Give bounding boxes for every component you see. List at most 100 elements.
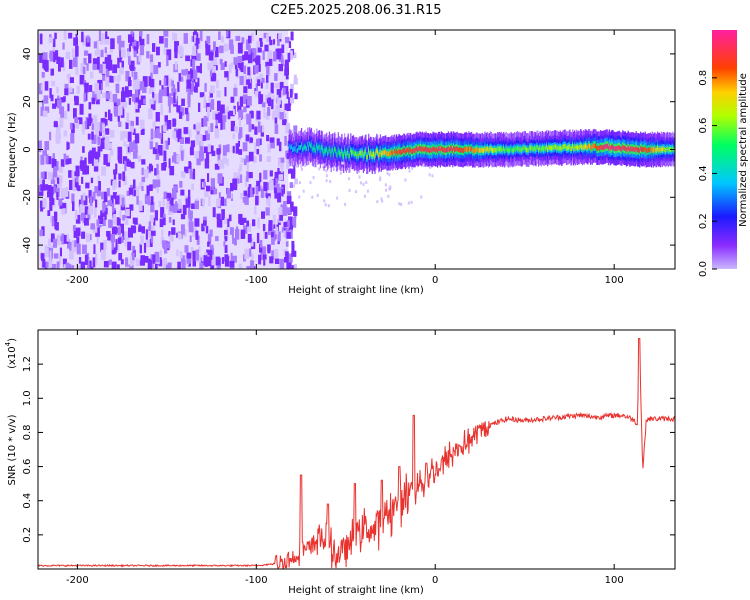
noise-cell xyxy=(106,188,110,197)
noise-cell xyxy=(58,256,62,265)
noise-cell xyxy=(171,80,174,87)
noise-cell xyxy=(125,122,129,129)
noise-cell xyxy=(288,97,292,106)
noise-cell xyxy=(157,145,163,156)
noise-cell xyxy=(177,128,182,139)
ridge-cell xyxy=(338,150,340,156)
ridge-cell xyxy=(553,145,555,150)
noise-cell xyxy=(224,87,227,97)
ridge-cell xyxy=(324,148,326,154)
noise-cell xyxy=(188,207,191,218)
noise-cell xyxy=(176,105,181,113)
noise-cell xyxy=(43,95,49,104)
noise-cell xyxy=(363,194,366,198)
y-multiplier: (x104) xyxy=(4,338,18,369)
noise-cell xyxy=(230,120,235,132)
ridge-cell xyxy=(421,146,423,151)
noise-cell xyxy=(92,115,98,124)
noise-cell xyxy=(181,224,185,235)
noise-cell xyxy=(293,125,298,135)
noise-cell xyxy=(318,167,321,171)
noise-cell xyxy=(154,263,158,269)
noise-cell xyxy=(92,91,97,102)
ridge-cell xyxy=(395,148,398,154)
noise-cell xyxy=(142,83,147,93)
noise-cell xyxy=(209,229,213,237)
noise-cell xyxy=(207,143,211,153)
ridge-cell xyxy=(341,148,343,154)
noise-cell xyxy=(80,195,84,207)
noise-cell xyxy=(230,96,235,103)
noise-cell xyxy=(422,163,425,167)
noise-cell xyxy=(174,61,178,70)
noise-cell xyxy=(46,260,52,269)
noise-cell xyxy=(83,57,87,65)
noise-cell xyxy=(108,219,113,228)
noise-cell xyxy=(259,239,263,248)
ridge-cell xyxy=(433,147,435,152)
noise-cell xyxy=(293,184,296,188)
noise-cell xyxy=(118,253,123,261)
ridge-cell xyxy=(672,146,674,151)
ridge-cell xyxy=(366,154,368,160)
noise-cell xyxy=(90,71,94,79)
noise-cell xyxy=(114,227,119,234)
noise-cell xyxy=(104,39,110,45)
ridge-cell xyxy=(430,148,432,153)
noise-cell xyxy=(164,37,168,48)
noise-cell xyxy=(91,147,96,159)
noise-cell xyxy=(224,256,230,267)
ridge-cell xyxy=(382,150,384,156)
ridge-cell xyxy=(441,146,443,152)
ridge-cell xyxy=(377,149,379,155)
noise-cell xyxy=(130,162,135,169)
noise-cell xyxy=(224,71,229,78)
noise-cell xyxy=(146,34,150,45)
noise-cell xyxy=(204,83,207,92)
noise-cell xyxy=(38,83,43,95)
noise-cell xyxy=(127,131,132,142)
noise-cell xyxy=(214,128,220,139)
noise-cell xyxy=(354,190,357,194)
ridge-cell xyxy=(641,147,643,152)
ridge-cell xyxy=(617,145,619,151)
noise-cell xyxy=(128,56,131,65)
noise-cell xyxy=(281,227,285,233)
noise-cell xyxy=(387,194,390,198)
noise-cell xyxy=(133,46,139,54)
ridge-cell xyxy=(436,147,438,152)
noise-cell xyxy=(322,163,325,167)
ridge-cell xyxy=(603,144,605,150)
noise-cell xyxy=(155,128,160,138)
ridge-cell xyxy=(424,147,426,153)
noise-cell xyxy=(102,131,106,138)
noise-cell xyxy=(205,152,210,163)
noise-cell xyxy=(249,137,253,143)
ridge-cell xyxy=(621,146,623,152)
noise-cell xyxy=(96,40,99,51)
noise-cell xyxy=(379,178,382,182)
noise-cell xyxy=(286,103,291,111)
noise-cell xyxy=(111,76,114,83)
ridge-cell xyxy=(396,150,398,156)
noise-cell xyxy=(167,120,172,130)
ridge-cell xyxy=(611,144,613,150)
noise-cell xyxy=(126,112,130,123)
ridge-cell xyxy=(582,144,584,150)
noise-cell xyxy=(139,31,143,37)
noise-cell xyxy=(102,202,106,213)
noise-cell xyxy=(163,77,167,87)
noise-cell xyxy=(162,142,166,153)
ridge-cell xyxy=(493,148,495,153)
noise-cell xyxy=(104,47,107,53)
noise-cell xyxy=(198,102,201,112)
ridge-cell xyxy=(618,144,620,150)
noise-cell xyxy=(73,230,77,238)
noise-cell xyxy=(408,169,411,173)
noise-cell xyxy=(224,229,228,235)
noise-cell xyxy=(49,88,52,99)
noise-cell xyxy=(388,187,391,191)
noise-cell xyxy=(259,154,262,162)
ridge-cell xyxy=(559,144,561,150)
